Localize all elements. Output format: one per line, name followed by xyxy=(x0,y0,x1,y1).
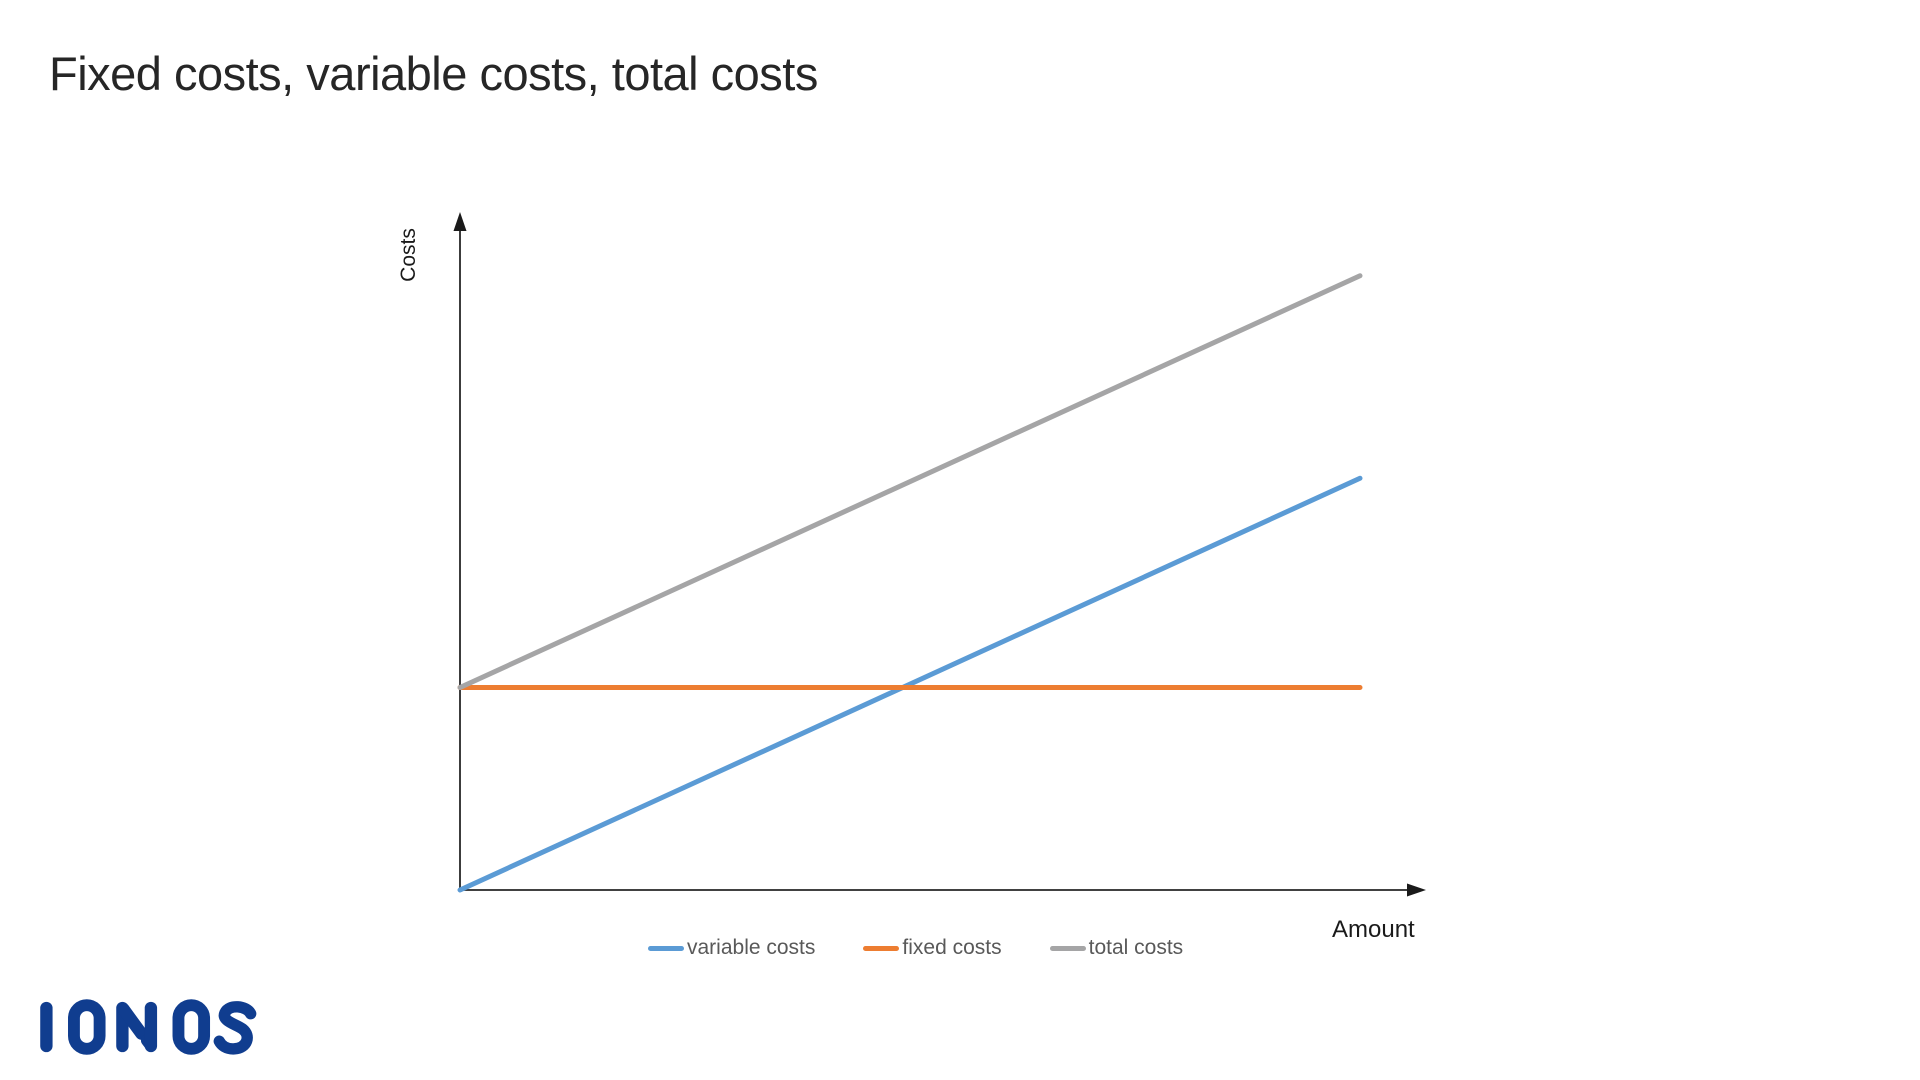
legend-label: fixed costs xyxy=(902,936,1002,959)
ionos-logo xyxy=(40,999,257,1055)
total-costs-swatch-icon xyxy=(1049,945,1086,951)
y-axis-arrow-icon xyxy=(453,212,467,231)
variable-costs-swatch-icon xyxy=(648,945,684,951)
series-line-total-costs xyxy=(457,273,1363,690)
series-group xyxy=(457,273,1363,893)
legend-item-total-costs: total costs xyxy=(1049,936,1184,960)
logo-letter-o1 xyxy=(68,999,106,1055)
legend-label: total costs xyxy=(1088,936,1184,959)
series-line-variable-costs xyxy=(457,475,1363,893)
y-axis-label: Costs xyxy=(397,228,420,282)
x-axis-label: Amount xyxy=(1332,916,1415,943)
logo-letter-o2 xyxy=(172,999,211,1055)
page-title: Fixed costs, variable costs, total costs xyxy=(49,47,818,100)
logo-letter-s xyxy=(213,1001,257,1055)
legend-item-variable-costs: variable costs xyxy=(648,936,815,960)
logo-letter-n-diag1 xyxy=(117,1002,148,1040)
x-axis-arrow-icon xyxy=(1407,883,1426,897)
chart-legend: variable costs fixed costs total costs xyxy=(648,936,1183,960)
legend-item-fixed-costs: fixed costs xyxy=(863,936,1002,960)
fixed-costs-swatch-icon xyxy=(863,945,900,951)
legend-label: variable costs xyxy=(687,936,816,959)
